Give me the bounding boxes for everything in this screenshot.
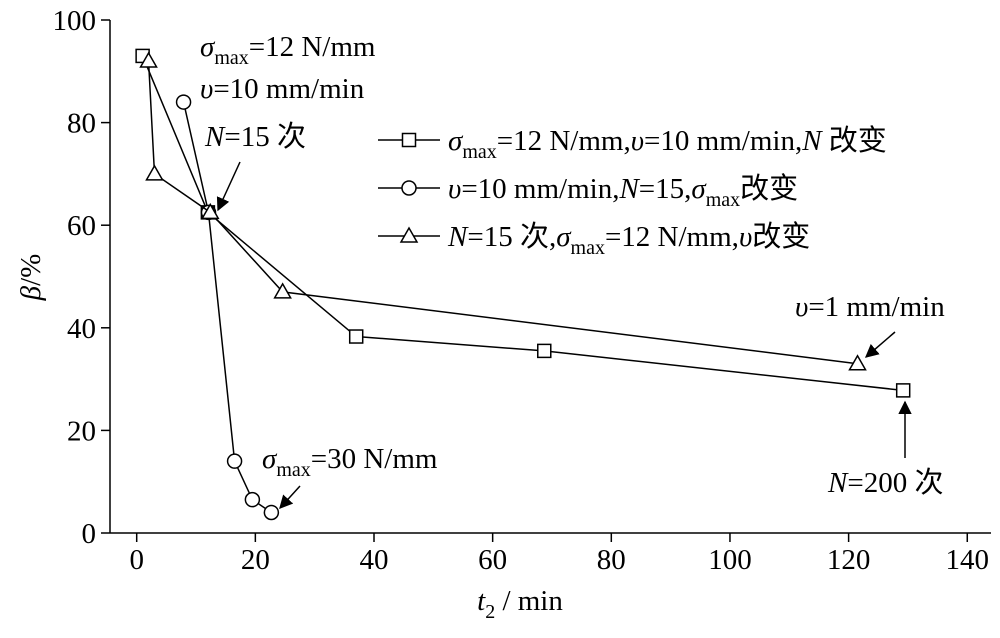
legend-label-run: =10 mm/min, [461,173,619,205]
legend-label-run: 改变 [740,172,798,205]
marker [895,383,911,398]
x-tick-label: 20 [241,544,270,576]
legend-label-run: =12 N/mm, [605,221,739,253]
legend-label: σmax=12 N/mm,υ=10 mm/min,N 改变 [448,124,887,163]
legend-label-run: 改变 [752,220,810,253]
legend-label-run: N [801,125,823,157]
legend-label-run: σ [448,125,464,157]
x-tick-label: 60 [478,544,507,576]
marker [226,453,243,469]
marker [848,354,867,371]
series-line [182,101,272,514]
y-tick-label: 60 [67,210,96,242]
legend-label-run: σ [556,221,572,253]
x-tick-label: 100 [708,544,752,576]
annotation-run: N [204,121,226,153]
x-axis-label-run: / min [495,585,563,617]
x-tick-label: 120 [827,544,871,576]
annotation-run: =15 次 [224,120,306,153]
legend-label-run: max [462,141,496,163]
y-tick-label: 40 [67,313,96,345]
legend-label-run: max [706,189,740,211]
x-tick-label: 80 [597,544,626,576]
y-tick-label: 100 [53,5,97,37]
y-axis-label-run: β [15,285,47,301]
legend-label: υ=10 mm/min,N=15,σmax改变 [448,172,798,211]
annotation-run: σ [200,31,216,63]
x-axis-label-run: 2 [485,601,495,623]
annotation: N=15 次 [204,120,306,153]
y-tick-label: 0 [82,518,97,550]
legend-label-run: =10 mm/min, [644,125,802,157]
y-tick-label: 80 [67,108,96,140]
y-axis-label: β/% [15,254,47,302]
marker [200,202,220,220]
annotation: N=200 次 [827,466,943,499]
legend-label-run: N [447,221,469,253]
legend-label-run: υ [448,173,461,205]
y-axis-label-run: /% [15,254,47,286]
legend-label-run: υ [631,125,644,157]
annotation-run: =1 mm/min [808,291,945,323]
legend-label-run: υ [739,221,752,253]
annotation-run: υ [200,73,213,105]
x-axis-label: t2 / min [477,585,563,623]
annotation-run: N [827,467,849,499]
marker [348,329,364,344]
x-axis-label-run: t [477,585,486,617]
legend-label-run: N [618,173,640,205]
annotation-run: max [276,459,310,481]
annotation-run: υ [795,291,808,323]
annotation-run: =12 N/mm [249,31,376,63]
legend-label: N=15 次,σmax=12 N/mm,υ改变 [447,220,810,259]
marker [175,94,192,110]
annotation-run: =200 次 [847,466,943,499]
legend-label-run: 改变 [822,124,887,157]
annotation-run: =10 mm/min [213,73,364,105]
x-tick-label: 0 [129,544,144,576]
annotation: σmax=30 N/mm [262,443,438,481]
marker [263,504,280,521]
annotation-arrow [279,485,301,509]
annotation-arrow [864,331,896,358]
annotation: σmax=12 N/mm [200,31,376,69]
legend-marker [399,226,419,243]
y-tick-label: 20 [67,415,96,447]
legend-label-run: =15 次, [467,220,556,253]
x-tick-label: 40 [360,544,389,576]
legend-label-run: σ [691,173,707,205]
marker [537,343,552,359]
annotation-run: max [214,47,248,69]
annotation: υ=1 mm/min [795,291,945,323]
marker [139,51,158,68]
legend-marker [401,180,417,196]
marker [273,282,292,299]
legend-label-run: =15, [639,173,692,205]
series-line [147,61,858,365]
marker [244,491,261,508]
legend-label-run: =12 N/mm, [497,125,631,157]
legend-marker [401,132,417,148]
annotation: υ=10 mm/min [200,73,365,105]
annotation-run: =30 N/mm [311,443,438,475]
annotation-arrow [216,161,241,212]
annotation-run: σ [262,443,278,475]
marker [145,164,164,181]
x-tick-label: 140 [946,544,990,576]
legend-label-run: max [571,237,605,259]
